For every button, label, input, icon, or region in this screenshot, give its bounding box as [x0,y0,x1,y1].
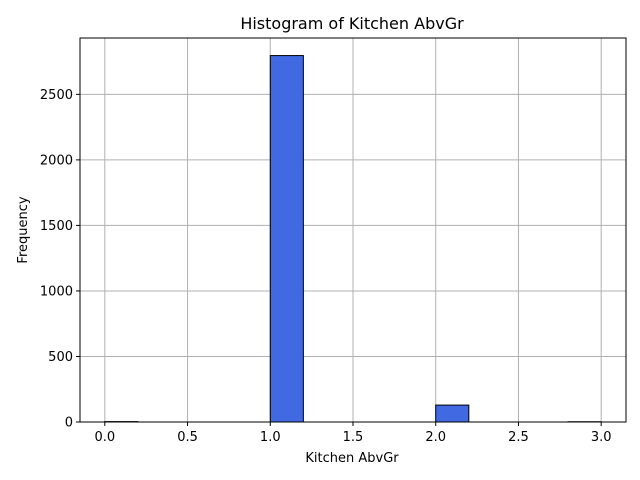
ticks-layer: 0.0 0.5 1.0 1.5 2.0 2.5 3.0 0 500 1000 1500 2000 250… [40,88,612,445]
y-tick-label: 2000 [40,153,73,168]
y-tick-label: 500 [48,350,73,365]
x-tick-label: 1.5 [343,430,364,445]
y-tick-label: 2500 [40,88,73,103]
y-axis-label: Frequency [16,196,31,263]
x-tick-label: 2.5 [508,430,529,445]
x-tick-label: 1.0 [260,430,281,445]
x-tick-label: 2.0 [425,430,446,445]
y-tick-label: 0 [65,416,73,431]
x-tick-label: 0.0 [94,430,115,445]
x-axis-label: Kitchen AbvGr [305,451,399,466]
x-tick-label: 0.5 [177,430,198,445]
chart-title: Histogram of Kitchen AbvGr [240,14,464,33]
y-tick-label: 1000 [40,284,73,299]
grid-layer [80,38,626,423]
histogram-bar [269,55,304,423]
x-tick-label: 3.0 [591,430,612,445]
y-tick-label: 1500 [40,219,73,234]
histogram-bar [435,404,470,423]
